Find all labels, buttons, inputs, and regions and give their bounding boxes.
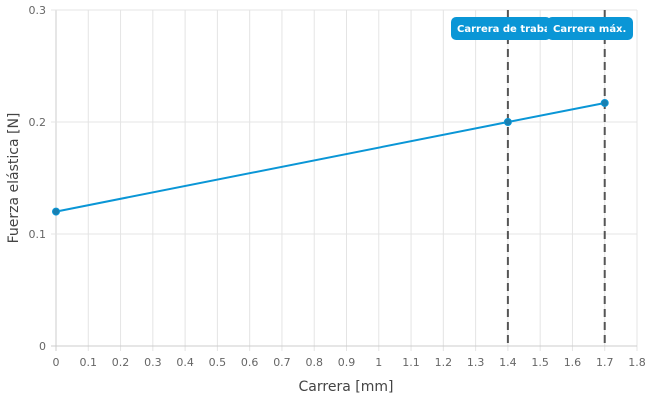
x-tick-label: 1.5 — [531, 356, 549, 369]
y-axis-title: Fuerza elástica [N] — [6, 113, 22, 244]
series — [52, 98, 609, 216]
x-tick-label: 1.7 — [596, 356, 614, 369]
x-tick-label: 0.8 — [305, 356, 323, 369]
annotation-label-carrera-max: Carrera máx. — [553, 23, 626, 35]
x-tick-label: 1.4 — [499, 356, 517, 369]
x-tick-label: 0.9 — [338, 356, 356, 369]
annotation-lines — [506, 10, 606, 346]
annotation-label-carrera-de-traba: Carrera de traba — [457, 24, 551, 35]
x-tick-label: 0.4 — [176, 356, 194, 369]
y-tick-labels: 0 0.1 0.2 0.3 — [29, 4, 47, 353]
data-point — [600, 98, 609, 107]
y-tick-label: 0 — [39, 340, 46, 353]
x-tick-label: 0 — [53, 356, 60, 369]
x-tick-label: 0.6 — [241, 356, 259, 369]
x-tick-label: 1.1 — [402, 356, 420, 369]
x-tick-labels: 0 0.1 0.2 0.3 0.4 0.5 0.6 0.7 0.8 0.9 1 1.1 1.2 1.3 1.… — [53, 356, 646, 369]
x-tick-label: 0.7 — [273, 356, 291, 369]
x-tick-label: 1.3 — [467, 356, 485, 369]
annotation-label-bg-2 — [547, 17, 633, 40]
x-tick-label: 1 — [375, 356, 382, 369]
x-tick-label: 0.2 — [112, 356, 130, 369]
annotation-labels: Carrera de traba Carrera máx. — [451, 17, 633, 40]
grid — [51, 9, 638, 351]
x-axis-title: Carrera [mm] — [299, 379, 394, 395]
series-line — [55, 101, 605, 213]
y-tick-label: 0.2 — [29, 116, 47, 129]
x-tick-label: 0.3 — [144, 356, 162, 369]
data-point — [52, 207, 60, 216]
x-tick-label: 1.8 — [628, 356, 646, 369]
y-tick-label: 0.1 — [29, 228, 47, 241]
y-tick-label: 0.3 — [29, 4, 47, 17]
x-tick-label: 0.5 — [209, 356, 227, 369]
x-tick-label: 1.2 — [435, 356, 453, 369]
data-point — [503, 118, 512, 126]
x-tick-label: 1.6 — [564, 356, 582, 369]
x-tick-label: 0.1 — [80, 356, 98, 369]
annotation-label-bg-1 — [451, 17, 551, 40]
